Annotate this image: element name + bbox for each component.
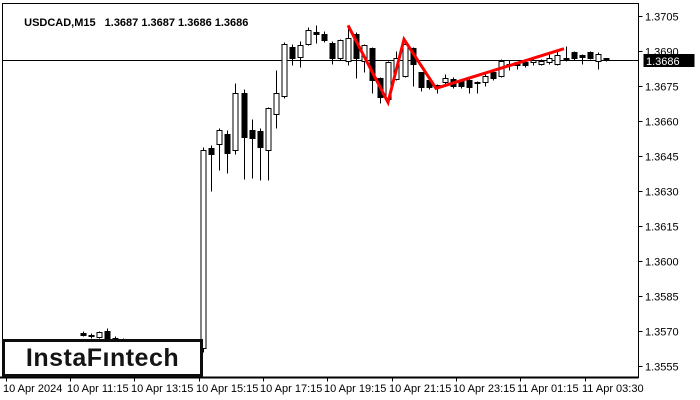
- x-axis-label: 10 Apr 23:15: [453, 383, 515, 395]
- x-axis-label: 11 Apr 01:15: [517, 383, 579, 395]
- y-axis-label: 1.3660: [645, 117, 679, 129]
- symbol-timeframe-label: USDCAD,M15: [24, 17, 96, 29]
- candle-body-bear: [104, 331, 111, 339]
- candle-body-bear: [571, 52, 578, 59]
- candle-body-bull: [265, 108, 272, 151]
- candle-body-bear: [587, 52, 594, 59]
- y-axis-label: 1.3645: [645, 152, 679, 164]
- broker-logo-text: InstaFıntech: [25, 343, 180, 372]
- trend-zigzag-line: [346, 24, 565, 107]
- candle-body-bear: [329, 43, 336, 59]
- x-axis-label: 10 Apr 11:15: [67, 383, 129, 395]
- candle-body-bear: [289, 47, 296, 59]
- x-axis-label: 10 Apr 19:15: [324, 383, 386, 395]
- y-axis-label: 1.3630: [645, 187, 679, 199]
- candle-body-bear: [224, 134, 231, 154]
- candle-body-bull: [482, 76, 489, 83]
- candle-body-bear: [313, 32, 320, 35]
- candle-body-bull: [538, 61, 545, 65]
- y-axis-label: 1.3705: [645, 12, 679, 24]
- candle-body-bear: [490, 72, 497, 79]
- x-axis-label: 10 Apr 17:15: [260, 383, 322, 395]
- y-axis-label: 1.3555: [645, 362, 679, 374]
- candle-body-bear: [603, 58, 610, 61]
- candle-body-bull: [273, 93, 280, 115]
- x-axis-label: 10 Apr 2024: [3, 383, 62, 395]
- y-axis-label: 1.3615: [645, 222, 679, 234]
- y-axis-label: 1.3675: [645, 82, 679, 94]
- candle-body-bull: [297, 45, 304, 58]
- candle-body-bull: [200, 150, 207, 349]
- chart-frame: [2, 3, 639, 378]
- candle-body-bear: [80, 333, 87, 336]
- candle-body-bear: [249, 130, 256, 139]
- ohlc-quotes-label: 1.3687 1.3687 1.3686 1.3686: [104, 17, 249, 29]
- candle-body-bull: [530, 60, 537, 63]
- candle-body-bear: [321, 34, 328, 41]
- candle-body-bear: [257, 131, 264, 148]
- candle-body-bear: [474, 82, 481, 84]
- candle-body-bull: [442, 78, 449, 83]
- candle-body-bull: [345, 38, 352, 62]
- y-axis-label: 1.3585: [645, 292, 679, 304]
- candle-body-bear: [241, 93, 248, 138]
- candle-body-bull: [216, 130, 223, 145]
- candle-body-bear: [466, 80, 473, 88]
- candle-body-bull: [563, 58, 570, 60]
- candle-body-bull: [546, 58, 553, 63]
- candle-body-bear: [208, 148, 215, 155]
- x-axis-label: 10 Apr 21:15: [389, 383, 451, 395]
- y-axis-label: 1.3570: [645, 327, 679, 339]
- candle-body-bear: [418, 72, 425, 88]
- chart-header: USDCAD,M15 1.3687 1.3687 1.3686 1.3686: [18, 5, 248, 29]
- candle-body-bull: [96, 332, 103, 338]
- current-price-label-box: [643, 54, 695, 67]
- broker-watermark: InstaFıntech: [2, 339, 203, 377]
- x-axis-label: 11 Apr 03:30: [582, 383, 644, 395]
- candle-body-bull: [232, 93, 239, 151]
- candle-body-bull: [595, 54, 602, 62]
- candle-body-bear: [579, 55, 586, 58]
- x-axis-label: 10 Apr 15:15: [196, 383, 258, 395]
- y-axis-label: 1.3600: [645, 257, 679, 269]
- candle-body-bull: [402, 44, 409, 77]
- candle-body-bear: [88, 335, 95, 337]
- candle-body-bull: [281, 44, 288, 97]
- candle-body-bull: [305, 30, 312, 45]
- candle-body-bull: [337, 40, 344, 59]
- candle-body-bull: [554, 55, 561, 65]
- candle-body-bear: [522, 62, 529, 66]
- x-axis-label: 10 Apr 13:15: [131, 383, 193, 395]
- current-price-label: 1.3686: [646, 56, 680, 68]
